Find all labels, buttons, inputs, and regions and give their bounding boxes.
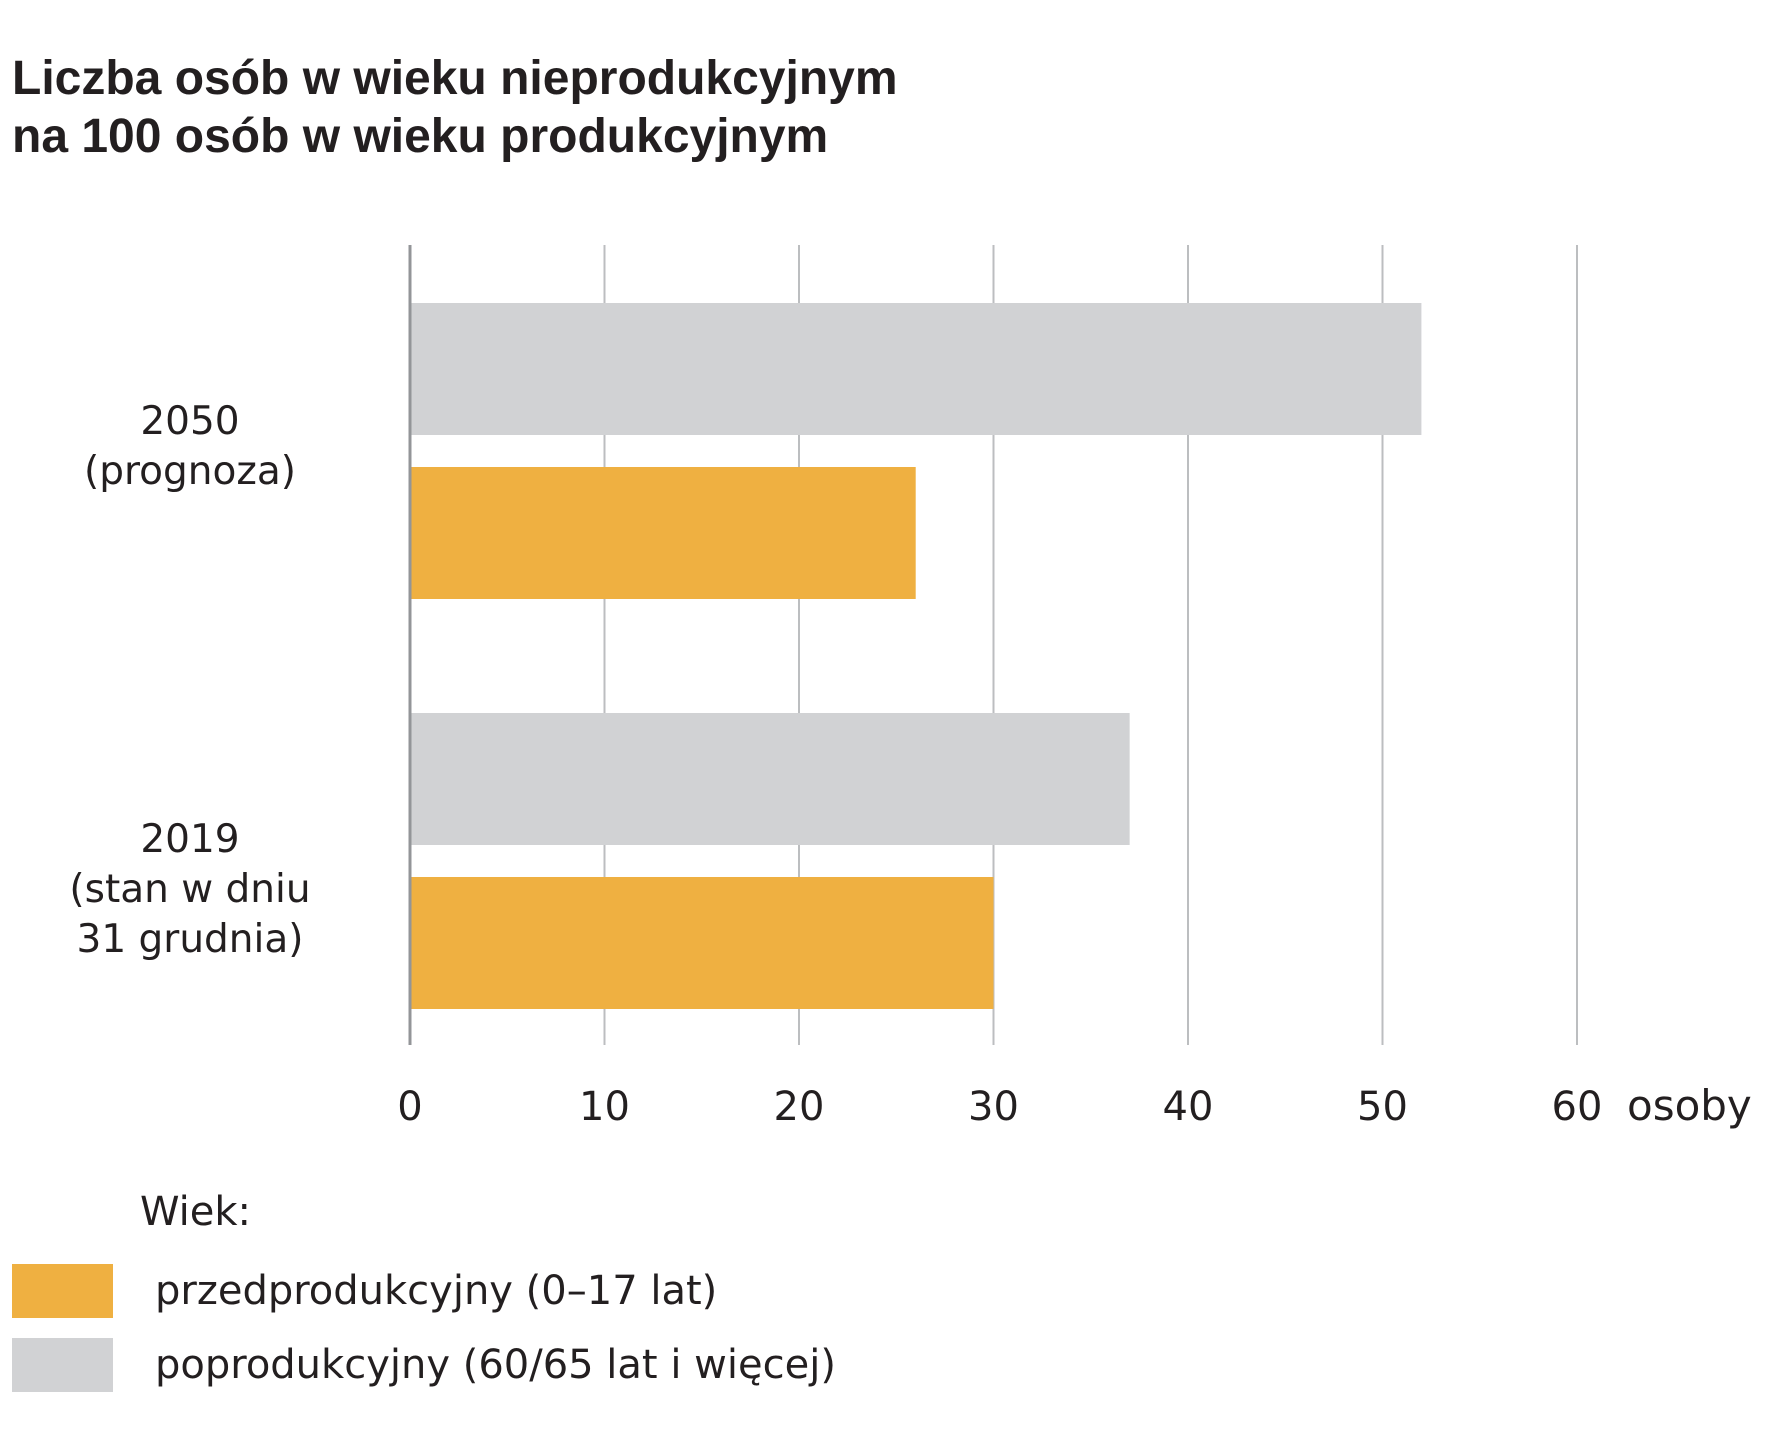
x-tick-label: 50 [1357,1084,1408,1130]
bar [410,713,1130,845]
category-label-line: (stan w dniu [69,867,311,912]
legend-item-poprodukcyjny: poprodukcyjny (60/65 lat i więcej) [12,1337,836,1393]
legend-label: poprodukcyjny (60/65 lat i więcej) [155,1342,836,1388]
legend-item-przedprodukcyjny: przedprodukcyjny (0–17 lat) [12,1263,836,1319]
bar [410,877,994,1009]
x-tick-label: 60 [1552,1084,1603,1130]
title-line-2: na 100 osób w wieku produkcyjnym [12,110,829,163]
x-tick-label: 10 [579,1084,630,1130]
x-tick-label: 0 [397,1084,422,1130]
x-tick-label: 40 [1163,1084,1214,1130]
title-line-1: Liczba osób w wieku nieprodukcyjnym [12,52,898,105]
category-label-line: 2050 [140,399,240,444]
legend-title: Wiek: [140,1189,252,1235]
x-tick-label: 30 [968,1084,1019,1130]
legend: Wiek: przedprodukcyjny (0–17 lat) poprod… [12,1185,836,1411]
legend-label: przedprodukcyjny (0–17 lat) [155,1268,718,1314]
legend-swatch-gray [12,1338,113,1392]
category-label-2019: 2019 (stan w dniu 31 grudnia) [40,815,340,965]
bar-chart: 0 10 20 30 40 50 60 osoby [397,245,1752,1130]
bar [410,303,1422,435]
x-axis-label: osoby [1627,1081,1752,1130]
category-label-line: 31 grudnia) [76,917,304,962]
legend-swatch-orange [12,1264,113,1318]
x-tick-label: 20 [774,1084,825,1130]
category-label-line: 2019 [140,817,240,862]
bar [410,467,916,599]
category-label-2050: 2050 (prognoza) [40,397,340,497]
category-label-line: (prognoza) [84,449,296,494]
chart-title: Liczba osób w wieku nieprodukcyjnym na 1… [12,50,898,166]
